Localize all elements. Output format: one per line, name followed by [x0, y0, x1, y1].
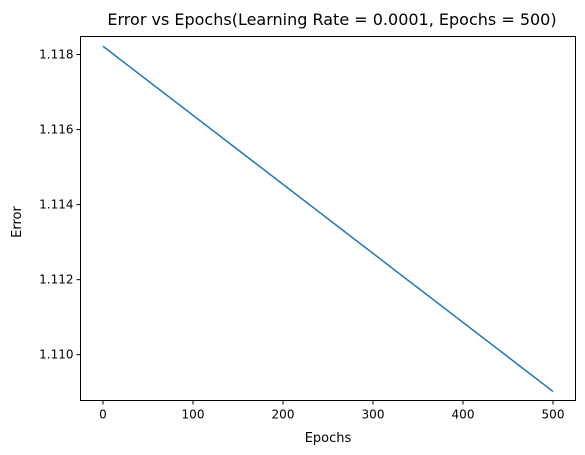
plot-area [102, 45, 554, 393]
x-tick-label: 0 [99, 408, 107, 422]
y-tick-label: 1.114 [39, 198, 73, 212]
x-tick-label: 200 [272, 408, 295, 422]
x-tick-label: 300 [362, 408, 385, 422]
y-tick-label: 1.116 [39, 123, 73, 137]
y-tick-label: 1.110 [39, 348, 73, 362]
x-tick-label: 100 [182, 408, 205, 422]
x-tick-label: 400 [452, 408, 475, 422]
y-tick-label: 1.118 [39, 48, 73, 62]
series-line-0 [102, 45, 554, 393]
y-tick-label: 1.112 [39, 273, 73, 287]
y-axis-label: Error [10, 206, 25, 238]
tick-layer: 0 100 200 300 400 500 1.110 1.112 1.114 1.116 1.11… [39, 48, 564, 422]
axes-frame [80, 36, 576, 401]
x-axis-label: Epochs [305, 431, 352, 446]
x-tick-label: 500 [542, 408, 565, 422]
chart-title: Error vs Epochs(Learning Rate = 0.0001, … [107, 10, 556, 29]
